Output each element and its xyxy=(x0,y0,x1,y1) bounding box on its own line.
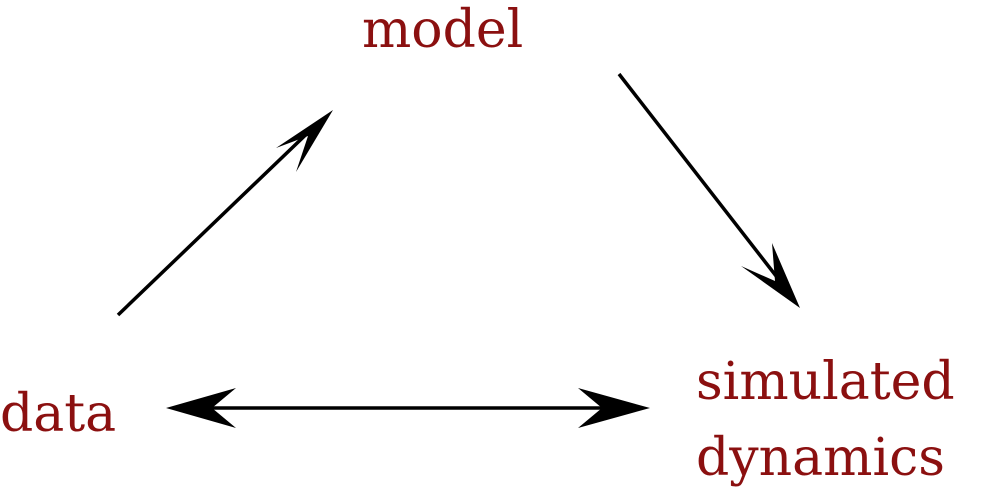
arrow-model-to-simulated xyxy=(617,72,800,308)
node-data: data xyxy=(0,384,117,444)
arrows-layer xyxy=(116,72,800,428)
arrow-data-simulated-bidirectional xyxy=(166,388,650,428)
node-model: model xyxy=(362,0,524,60)
node-simulated-line1: simulated xyxy=(696,352,955,412)
node-simulated-line2: dynamics xyxy=(696,428,945,488)
node-simulated-dynamics: simulated dynamics xyxy=(696,344,955,496)
arrow-data-to-model xyxy=(116,110,333,317)
